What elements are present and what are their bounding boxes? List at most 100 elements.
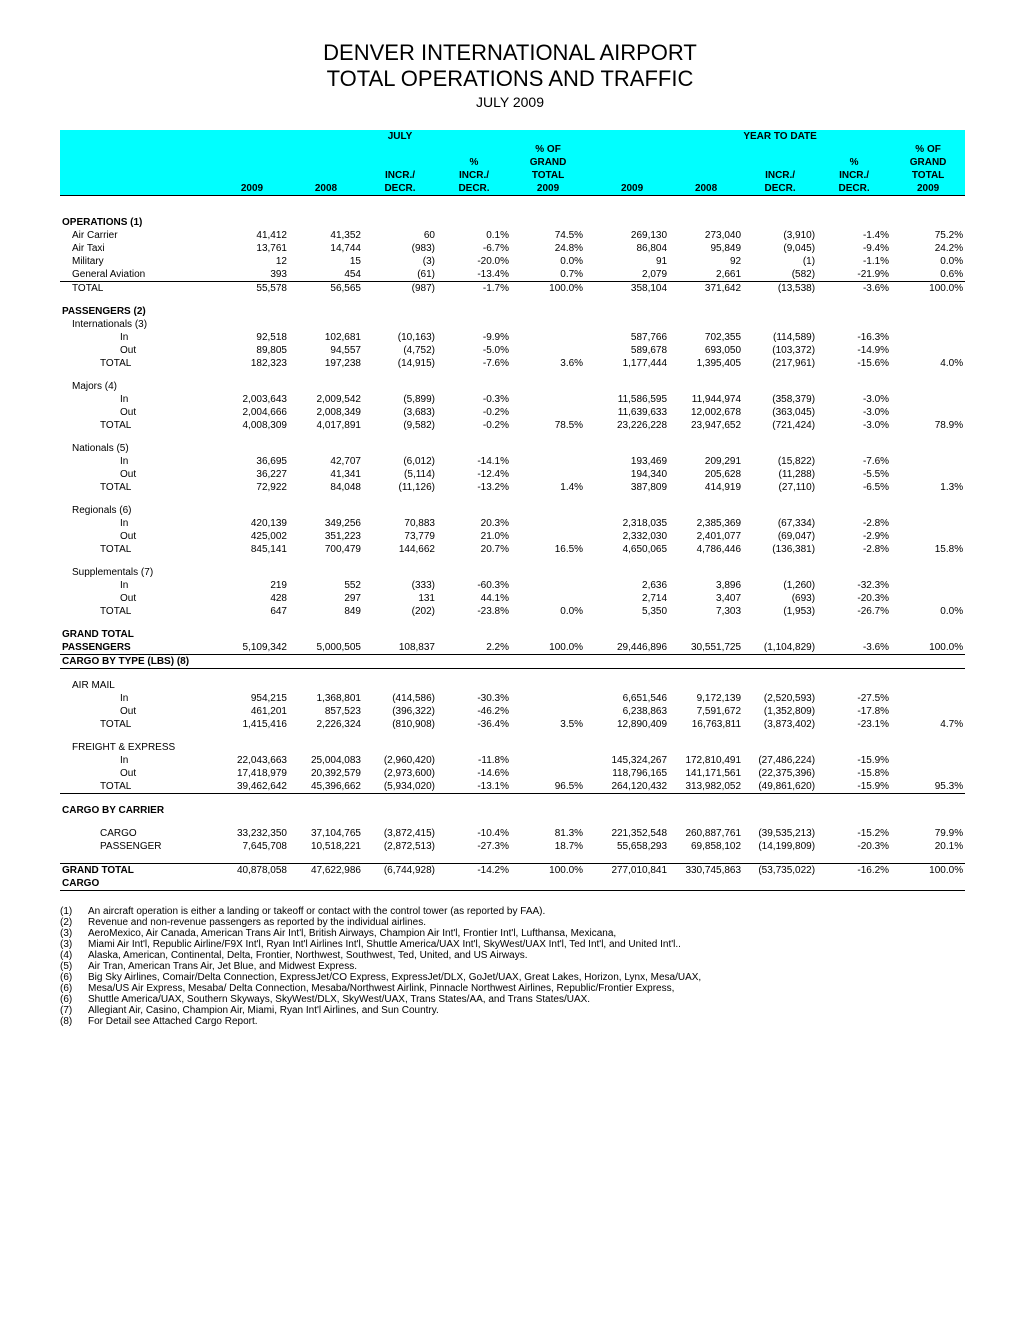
- row-label: Out: [60, 344, 215, 357]
- section-title: CARGO BY TYPE (LBS) (8): [60, 655, 965, 669]
- cell: 693,050: [669, 344, 743, 357]
- cell: 393: [215, 268, 289, 282]
- cell: (3,683): [363, 406, 437, 419]
- cell: 0.1%: [437, 229, 511, 242]
- cell: 41,412: [215, 229, 289, 242]
- row-label: Air Carrier: [60, 229, 215, 242]
- cell: 349,256: [289, 517, 363, 530]
- cell: 100.0%: [891, 282, 965, 296]
- cell: (3,872,415): [363, 827, 437, 840]
- cell: 2,226,324: [289, 718, 363, 731]
- cell: 20,392,579: [289, 767, 363, 780]
- cell: (396,322): [363, 705, 437, 718]
- cell: -13.2%: [437, 481, 511, 494]
- cell: 21.0%: [437, 530, 511, 543]
- cell: [511, 692, 585, 705]
- cell: -14.1%: [437, 455, 511, 468]
- cell: 36,227: [215, 468, 289, 481]
- cell: 2,003,643: [215, 393, 289, 406]
- cell: 2,385,369: [669, 517, 743, 530]
- cell: 589,678: [595, 344, 669, 357]
- cell: 552: [289, 579, 363, 592]
- cell: 39,462,642: [215, 780, 289, 794]
- cell: 102,681: [289, 331, 363, 344]
- cell: -20.3%: [817, 840, 891, 853]
- cell: 70,883: [363, 517, 437, 530]
- cell: -1.1%: [817, 255, 891, 268]
- cell: [511, 344, 585, 357]
- row-label: In: [60, 754, 215, 767]
- cell: 15.8%: [891, 543, 965, 556]
- row-label: In: [60, 517, 215, 530]
- cell: 33,232,350: [215, 827, 289, 840]
- cell: (11,126): [363, 481, 437, 494]
- cell: (2,973,600): [363, 767, 437, 780]
- cell: 297: [289, 592, 363, 605]
- cell: (721,424): [743, 419, 817, 432]
- cell: [511, 592, 585, 605]
- cell: -16.3%: [817, 331, 891, 344]
- cell: -9.4%: [817, 242, 891, 255]
- cell: 428: [215, 592, 289, 605]
- footnote: (6)Shuttle America/UAX, Southern Skyways…: [60, 994, 960, 1005]
- cell: 954,215: [215, 692, 289, 705]
- cell: (983): [363, 242, 437, 255]
- cell: 11,639,633: [595, 406, 669, 419]
- cell: -9.9%: [437, 331, 511, 344]
- cell: 20.1%: [891, 840, 965, 853]
- cell: (49,861,620): [743, 780, 817, 794]
- cell: 182,323: [215, 357, 289, 370]
- cell: -14.9%: [817, 344, 891, 357]
- row-label: In: [60, 455, 215, 468]
- cell: 2,008,349: [289, 406, 363, 419]
- cell: 351,223: [289, 530, 363, 543]
- cell: 12,002,678: [669, 406, 743, 419]
- section-title: OPERATIONS (1): [60, 216, 965, 229]
- cell: 0.0%: [511, 605, 585, 618]
- cell: 5,350: [595, 605, 669, 618]
- subsection-title: Supplementals (7): [60, 566, 965, 579]
- row-label: Out: [60, 767, 215, 780]
- footnote: (1)An aircraft operation is either a lan…: [60, 906, 960, 917]
- cell: 2,714: [595, 592, 669, 605]
- cell: 1.4%: [511, 481, 585, 494]
- cell: 221,352,548: [595, 827, 669, 840]
- cell: 7,591,672: [669, 705, 743, 718]
- cell: (810,908): [363, 718, 437, 731]
- cell: 414,919: [669, 481, 743, 494]
- cell: 845,141: [215, 543, 289, 556]
- cell: 0.6%: [891, 268, 965, 282]
- row-label: TOTAL: [60, 605, 215, 618]
- cell: 11,586,595: [595, 393, 669, 406]
- cell: (414,586): [363, 692, 437, 705]
- cell: (3,910): [743, 229, 817, 242]
- cell: (582): [743, 268, 817, 282]
- cell: -10.4%: [437, 827, 511, 840]
- cell: 700,479: [289, 543, 363, 556]
- cell: 78.5%: [511, 419, 585, 432]
- cell: (67,334): [743, 517, 817, 530]
- cell: [891, 579, 965, 592]
- cell: -23.8%: [437, 605, 511, 618]
- cell: (217,961): [743, 357, 817, 370]
- title-line-2: TOTAL OPERATIONS AND TRAFFIC: [60, 66, 960, 92]
- cell: [511, 393, 585, 406]
- cell: 16.5%: [511, 543, 585, 556]
- cell: 24.2%: [891, 242, 965, 255]
- cell: 425,002: [215, 530, 289, 543]
- cell: 3,896: [669, 579, 743, 592]
- cell: [891, 767, 965, 780]
- cell: 857,523: [289, 705, 363, 718]
- cell: -6.5%: [817, 481, 891, 494]
- cell: 1,415,416: [215, 718, 289, 731]
- cell: [511, 767, 585, 780]
- cell: (10,163): [363, 331, 437, 344]
- cell: (14,915): [363, 357, 437, 370]
- cell: 264,120,432: [595, 780, 669, 794]
- cell: -3.6%: [817, 282, 891, 296]
- footnote: (6)Mesa/US Air Express, Mesaba/ Delta Co…: [60, 983, 960, 994]
- cell: [891, 393, 965, 406]
- cell: -14.6%: [437, 767, 511, 780]
- cell: 2,332,030: [595, 530, 669, 543]
- cell: (9,045): [743, 242, 817, 255]
